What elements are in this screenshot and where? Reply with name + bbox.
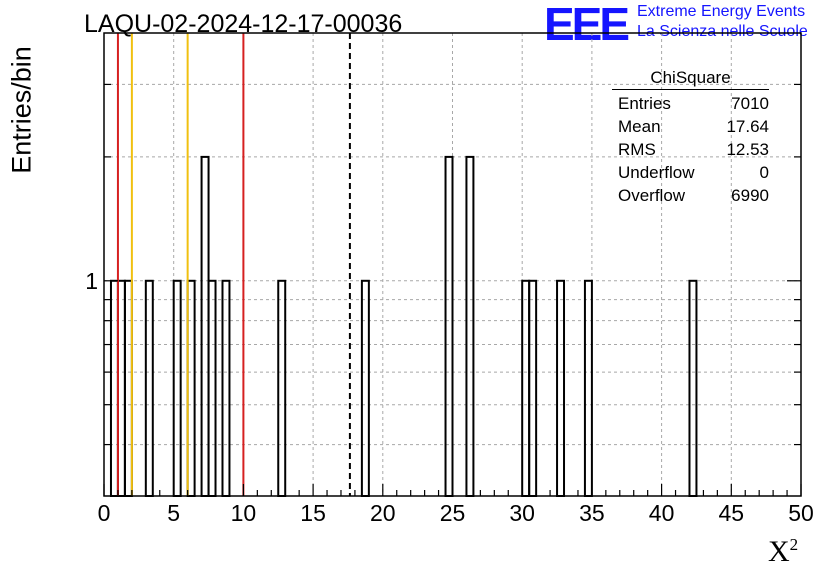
histogram-bin <box>360 279 370 497</box>
histogram-bin <box>221 279 231 497</box>
eee-logo: EEE <box>544 0 630 50</box>
stats-label: RMS <box>618 140 656 159</box>
stats-label: Overflow <box>618 186 686 205</box>
stats-row-underflow: Underflow 0 <box>612 161 777 184</box>
histogram-bin <box>186 279 196 497</box>
stats-value: 6990 <box>731 186 769 205</box>
x-tick-label: 5 <box>167 500 180 526</box>
logo-line-2: La Scienza nelle Scuole <box>637 23 808 40</box>
x-tick-label: 30 <box>509 500 535 526</box>
x-axis-label-base: X <box>768 535 790 568</box>
histogram-bin <box>521 279 531 497</box>
x-tick-label: 50 <box>788 500 814 526</box>
histogram-bin <box>277 279 287 497</box>
logo-line-1: Extreme Energy Events <box>637 3 806 20</box>
histogram-bin <box>444 155 454 497</box>
histogram-bin <box>144 279 154 497</box>
histogram-bin <box>583 279 593 497</box>
histogram-bin <box>172 279 182 497</box>
reference-lines <box>116 33 351 496</box>
x-tick-label: 20 <box>370 500 396 526</box>
stats-value: 7010 <box>731 94 769 113</box>
stats-box: ChiSquare Entries 7010 Mean 17.64 RMS 12.53 Un… <box>612 68 777 207</box>
axes <box>103 32 802 497</box>
stats-label: Entries <box>618 94 671 113</box>
stats-title: ChiSquare <box>612 68 769 90</box>
stats-value: 0 <box>759 163 769 182</box>
stats-row-entries: Entries 7010 <box>612 92 777 115</box>
x-tick-label: 25 <box>440 500 466 526</box>
x-tick-label: 10 <box>231 500 257 526</box>
x-tick-label: 0 <box>98 500 111 526</box>
histogram-bin <box>109 279 119 497</box>
x-axis-label: X2 <box>768 535 798 569</box>
stats-rows: Entries 7010 Mean 17.64 RMS 12.53 Underflow 0 Ov… <box>612 92 777 207</box>
histogram-bin <box>528 279 538 497</box>
stats-row-overflow: Overflow 6990 <box>612 184 777 207</box>
stats-row-rms: RMS 12.53 <box>612 138 777 161</box>
stats-value: 12.53 <box>726 140 769 159</box>
x-tick-label: 15 <box>300 500 326 526</box>
stats-label: Underflow <box>618 163 695 182</box>
tick-labels: 0 5 10 15 20 25 30 35 40 45 50 1 <box>85 268 814 526</box>
x-tick-label: 35 <box>579 500 605 526</box>
histogram-bin <box>116 279 126 497</box>
x-tick-label: 40 <box>649 500 675 526</box>
x-axis-label-superscript: 2 <box>789 535 799 554</box>
histogram-bin <box>207 279 217 497</box>
stats-label: Mean <box>618 117 661 136</box>
histogram-bin <box>688 279 698 497</box>
x-tick-label: 45 <box>719 500 745 526</box>
histogram-bin <box>556 279 566 497</box>
histogram-bin <box>123 279 133 497</box>
histogram-bars <box>109 155 698 497</box>
y-tick-label: 1 <box>85 268 98 294</box>
stats-row-mean: Mean 17.64 <box>612 115 777 138</box>
histogram-bin <box>465 155 475 497</box>
stats-value: 17.64 <box>726 117 769 136</box>
histogram-bin <box>200 155 210 497</box>
